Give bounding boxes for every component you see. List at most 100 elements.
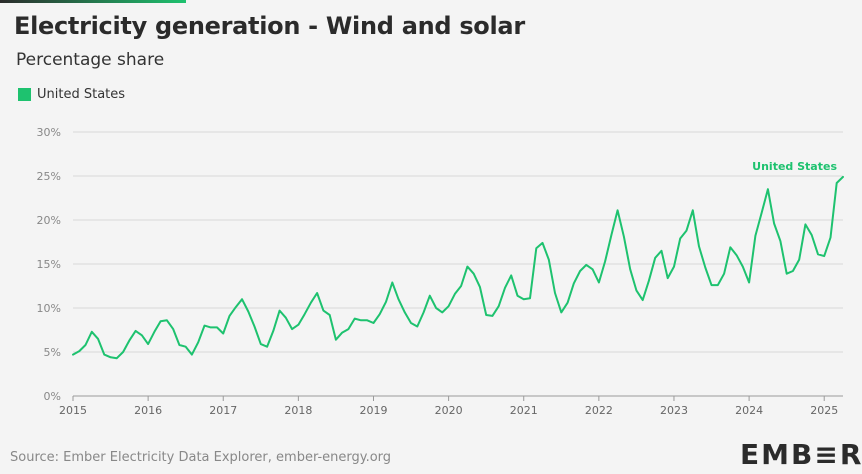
data-point bbox=[216, 326, 218, 328]
data-point bbox=[310, 302, 312, 304]
data-point bbox=[604, 260, 606, 262]
data-point bbox=[410, 322, 412, 324]
data-point bbox=[416, 326, 418, 328]
data-point bbox=[398, 298, 400, 300]
data-point bbox=[723, 273, 725, 275]
data-point bbox=[761, 212, 763, 214]
data-point bbox=[748, 282, 750, 284]
data-point bbox=[786, 273, 788, 275]
data-point bbox=[667, 277, 669, 279]
y-tick-label: 10% bbox=[37, 302, 61, 315]
data-point bbox=[135, 330, 137, 332]
data-point bbox=[554, 292, 556, 294]
x-tick-label: 2022 bbox=[585, 404, 613, 417]
data-point bbox=[767, 188, 769, 190]
data-point bbox=[811, 234, 813, 236]
y-tick-label: 5% bbox=[44, 346, 61, 359]
data-point bbox=[629, 268, 631, 270]
data-point bbox=[297, 324, 299, 326]
data-point bbox=[141, 334, 143, 336]
y-tick-label: 30% bbox=[37, 126, 61, 139]
data-point bbox=[585, 264, 587, 266]
data-point bbox=[711, 284, 713, 286]
data-point bbox=[266, 346, 268, 348]
data-point bbox=[504, 287, 506, 289]
data-point bbox=[379, 313, 381, 315]
source-note: Source: Ember Electricity Data Explorer,… bbox=[10, 450, 392, 465]
legend[interactable]: United States bbox=[18, 87, 125, 102]
data-point bbox=[435, 307, 437, 309]
x-tick-label: 2018 bbox=[284, 404, 312, 417]
data-point bbox=[792, 270, 794, 272]
data-point bbox=[548, 259, 550, 261]
data-point bbox=[773, 223, 775, 225]
data-point bbox=[642, 299, 644, 301]
data-point bbox=[473, 273, 475, 275]
data-point bbox=[529, 297, 531, 299]
data-point bbox=[779, 240, 781, 242]
y-tick-label: 0% bbox=[44, 390, 61, 403]
data-point bbox=[635, 289, 637, 291]
y-tick-label: 20% bbox=[37, 214, 61, 227]
data-point bbox=[798, 259, 800, 261]
data-point bbox=[654, 257, 656, 259]
data-point bbox=[567, 302, 569, 304]
data-point bbox=[673, 266, 675, 268]
data-point bbox=[698, 245, 700, 247]
data-point bbox=[404, 311, 406, 313]
data-point bbox=[185, 346, 187, 348]
data-point bbox=[485, 314, 487, 316]
data-point bbox=[254, 326, 256, 328]
data-point bbox=[454, 293, 456, 295]
data-point bbox=[354, 318, 356, 320]
data-point bbox=[736, 254, 738, 256]
data-point bbox=[272, 330, 274, 332]
legend-swatch bbox=[18, 88, 31, 101]
data-point bbox=[122, 351, 124, 353]
data-point bbox=[222, 333, 224, 335]
y-tick-label: 15% bbox=[37, 258, 61, 271]
data-point bbox=[78, 350, 80, 352]
data-point bbox=[329, 314, 331, 316]
data-point bbox=[147, 343, 149, 345]
data-point bbox=[479, 286, 481, 288]
ember-e-icon: ≡ bbox=[814, 438, 840, 471]
data-point bbox=[517, 295, 519, 297]
data-point bbox=[72, 354, 74, 356]
data-point bbox=[279, 310, 281, 312]
data-point bbox=[573, 282, 575, 284]
series-end-label: United States bbox=[752, 160, 837, 173]
data-point bbox=[704, 267, 706, 269]
data-point bbox=[385, 301, 387, 303]
data-point bbox=[241, 298, 243, 300]
data-point bbox=[373, 322, 375, 324]
data-point bbox=[460, 285, 462, 287]
data-point bbox=[116, 357, 118, 359]
data-point bbox=[91, 331, 93, 333]
x-tick-label: 2019 bbox=[359, 404, 387, 417]
data-point bbox=[804, 223, 806, 225]
x-tick-label: 2023 bbox=[660, 404, 688, 417]
x-tick-label: 2025 bbox=[810, 404, 838, 417]
legend-label: United States bbox=[37, 87, 126, 102]
data-point bbox=[523, 298, 525, 300]
data-point bbox=[97, 338, 99, 340]
data-point bbox=[823, 255, 825, 257]
data-point bbox=[491, 315, 493, 317]
data-point bbox=[316, 292, 318, 294]
data-point bbox=[842, 176, 844, 178]
data-point bbox=[754, 235, 756, 237]
data-point bbox=[191, 354, 193, 356]
data-point bbox=[360, 319, 362, 321]
data-point bbox=[510, 274, 512, 276]
x-tick-label: 2020 bbox=[435, 404, 463, 417]
data-point bbox=[592, 268, 594, 270]
ember-logo[interactable]: EMB≡R bbox=[740, 438, 862, 471]
data-point bbox=[366, 319, 368, 321]
data-point bbox=[429, 295, 431, 297]
y-tick-label: 25% bbox=[37, 170, 61, 183]
data-point bbox=[166, 319, 168, 321]
data-point bbox=[579, 270, 581, 272]
data-point bbox=[110, 356, 112, 358]
data-point bbox=[598, 282, 600, 284]
